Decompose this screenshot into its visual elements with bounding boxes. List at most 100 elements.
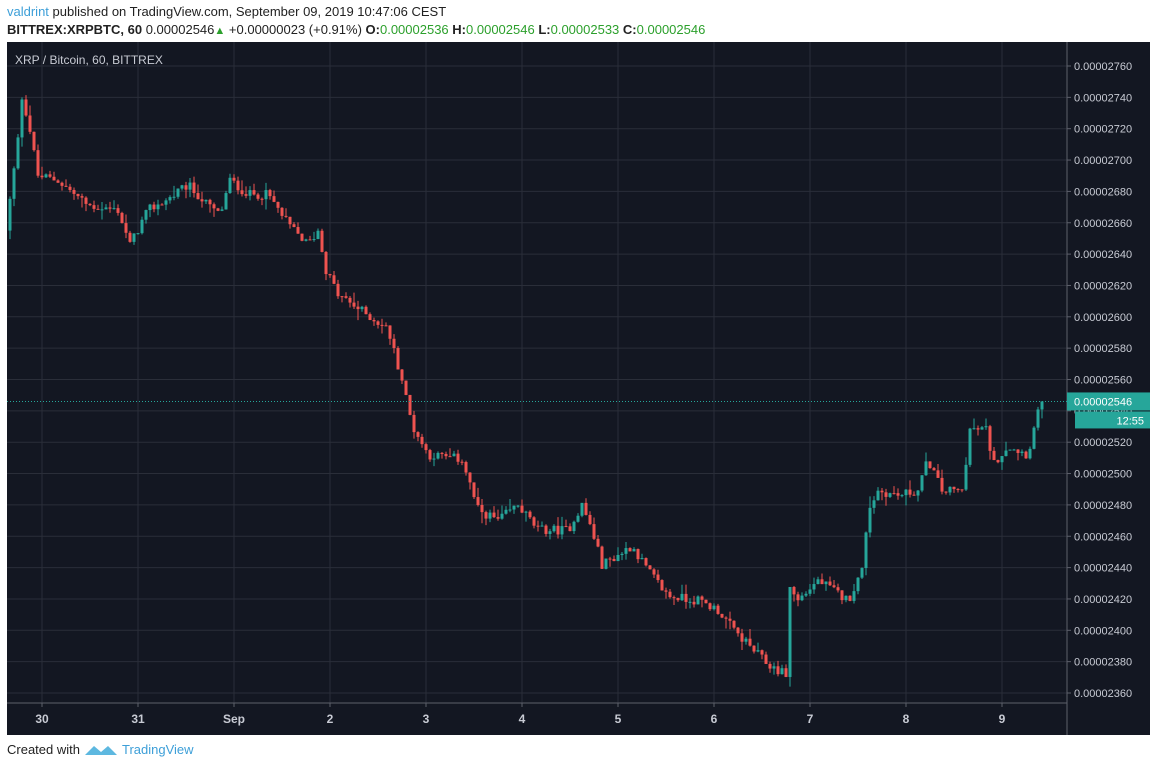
price-tick-label: 0.00002720: [1074, 124, 1132, 136]
candle-down: [996, 460, 1000, 463]
candle-down: [64, 185, 68, 187]
ohlc-bar: BITTREX:XRPBTC, 60 0.00002546▲ +0.000000…: [7, 22, 705, 37]
open-label: O:: [365, 22, 380, 37]
candle-up: [856, 577, 860, 592]
candle-up: [548, 531, 552, 534]
candle-down: [184, 185, 188, 190]
candle-down: [32, 131, 36, 151]
time-tick-label: Sep: [223, 712, 245, 726]
price-tick-label: 0.00002380: [1074, 657, 1132, 669]
candle-up: [964, 464, 968, 490]
candle-down: [956, 489, 960, 491]
candle-down: [896, 493, 900, 496]
price-tick-label: 0.00002420: [1074, 594, 1132, 606]
candle-down: [48, 174, 52, 177]
candle-down: [392, 338, 396, 349]
candle-up: [744, 638, 748, 642]
price-tick-label: 0.00002580: [1074, 343, 1132, 355]
candle-up: [620, 553, 624, 555]
time-tick-label: 30: [35, 712, 49, 726]
candle-down: [760, 650, 764, 655]
candle-down: [940, 477, 944, 492]
candle-up: [512, 505, 516, 510]
candle-down: [276, 201, 280, 208]
candle-down: [428, 450, 432, 460]
candle-down: [448, 456, 452, 458]
candle-down: [828, 581, 832, 586]
low-value: 0.00002533: [550, 22, 620, 37]
candle-down: [1016, 449, 1020, 453]
candlestick-chart[interactable]: 0.00002360 0.00002380 0.00002400 0.00002420…: [7, 42, 1150, 735]
candle-up: [140, 219, 144, 234]
candle-down: [764, 654, 768, 664]
candle-down: [384, 325, 388, 327]
candle-up: [1000, 456, 1004, 463]
candle-up: [632, 549, 636, 552]
candle-up: [860, 568, 864, 578]
price-tick-label: 0.00002600: [1074, 312, 1132, 324]
candle-down: [284, 215, 288, 217]
candle-down: [952, 486, 956, 490]
candle-down: [776, 666, 780, 675]
candle-up: [316, 230, 320, 240]
candle-down: [240, 190, 244, 195]
price-tick-label: 0.00002740: [1074, 92, 1132, 104]
author-link[interactable]: valdrint: [7, 4, 49, 19]
candle-up: [1032, 427, 1036, 449]
candle-down: [664, 590, 668, 592]
candle-down: [528, 511, 532, 518]
candle-down: [404, 380, 408, 395]
candle-down: [684, 593, 688, 602]
candle-up: [220, 209, 224, 211]
candle-down: [492, 512, 496, 518]
candle-down: [280, 207, 284, 216]
candle-down: [588, 514, 592, 525]
candle-down: [456, 453, 460, 462]
low-label: L:: [538, 22, 551, 37]
chart-canvas[interactable]: 0.00002360 0.00002380 0.00002400 0.00002420…: [7, 42, 1150, 735]
candle-down: [152, 204, 156, 210]
last-price: 0.00002546: [145, 22, 215, 37]
candle-down: [440, 452, 444, 454]
high-value: 0.00002546: [466, 22, 535, 37]
candle-down: [720, 613, 724, 618]
candle-down: [160, 204, 164, 206]
price-tick-label: 0.00002500: [1074, 469, 1132, 481]
close-label: C:: [622, 22, 637, 37]
candle-down: [612, 558, 616, 562]
candle-down: [260, 198, 264, 200]
candle-down: [472, 482, 476, 498]
high-label: H:: [452, 22, 467, 37]
candle-down: [68, 186, 72, 190]
candle-down: [296, 227, 300, 234]
candle-up: [872, 500, 876, 508]
candle-down: [292, 224, 296, 228]
candle-down: [364, 306, 368, 315]
candle-down: [256, 194, 260, 199]
candle-down: [848, 595, 852, 601]
candle-down: [24, 99, 28, 116]
candle-down: [28, 115, 32, 132]
candle-up: [1036, 409, 1040, 428]
candle-up: [560, 526, 564, 535]
candle-down: [496, 517, 500, 519]
candle-up: [452, 453, 456, 457]
candle-down: [76, 193, 80, 197]
tradingview-logo-icon: [84, 745, 117, 755]
candle-down: [936, 470, 940, 478]
candle-down: [236, 180, 240, 191]
candle-down: [460, 461, 464, 463]
candle-down: [656, 574, 660, 581]
price-tick-label: 0.00002700: [1074, 155, 1132, 167]
candle-down: [388, 325, 392, 339]
candle-up: [1008, 449, 1012, 451]
publish-text: published on TradingView.com, September …: [52, 4, 447, 19]
candle-down: [792, 587, 796, 595]
countdown-label: 12:55: [1116, 415, 1144, 427]
candle-down: [748, 638, 752, 646]
tradingview-link[interactable]: TradingView: [121, 742, 194, 757]
candle-down: [272, 196, 276, 202]
candle-down: [484, 512, 488, 519]
candle-down: [84, 197, 88, 204]
candle-up: [788, 587, 792, 677]
